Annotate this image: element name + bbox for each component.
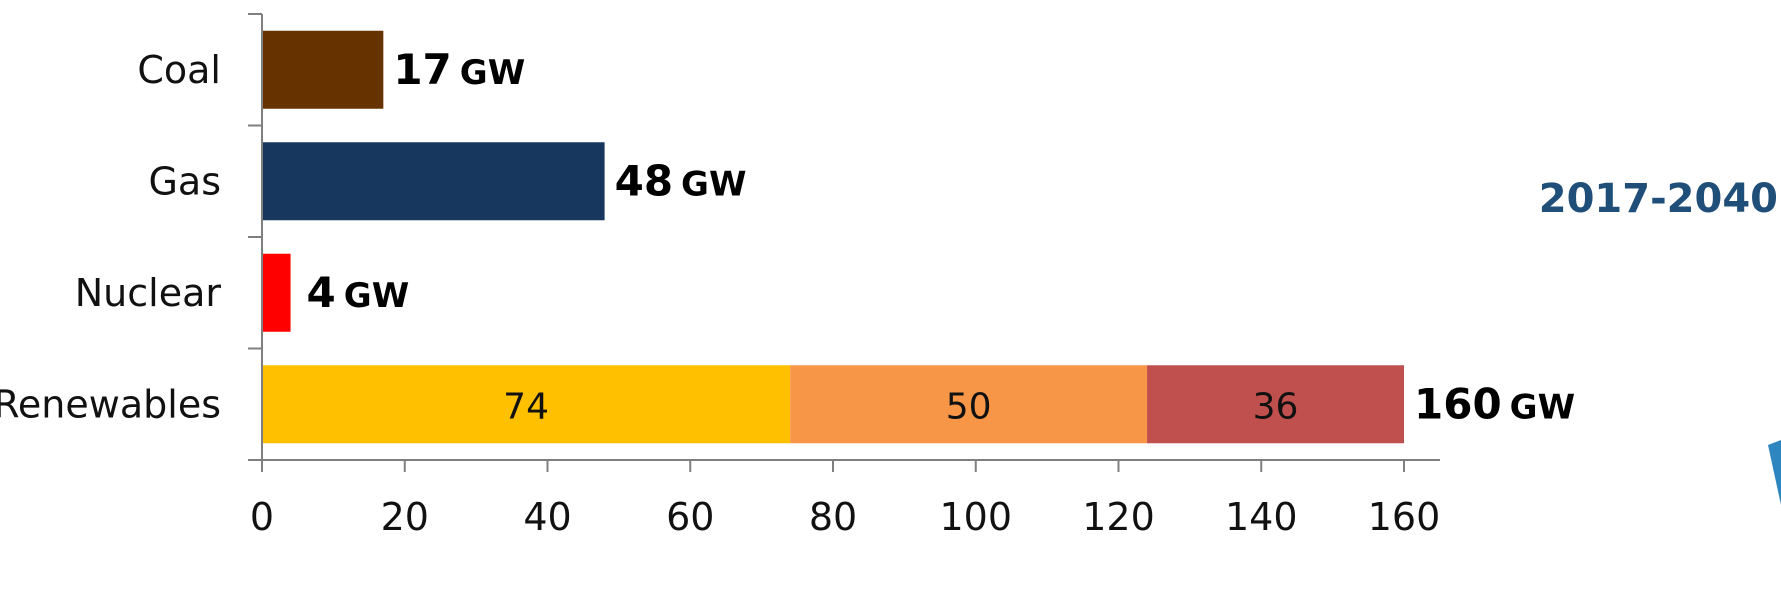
total-unit: GW [681, 164, 746, 204]
bar-renewables-seg-0 [262, 365, 791, 444]
category-label-gas: Gas [148, 159, 221, 203]
x-tick-label-60: 60 [666, 495, 714, 539]
total-value: 160 [1414, 379, 1502, 428]
total-value: 17 [393, 45, 451, 94]
total-label-renewables: 160 GW [1414, 379, 1575, 428]
total-unit: GW [1510, 387, 1575, 427]
total-value: 4 [307, 268, 336, 317]
segment-label-renewables-1: 50 [946, 386, 992, 427]
x-tick-label-80: 80 [809, 495, 857, 539]
segment-label-renewables-0: 74 [503, 386, 549, 427]
axes-group [248, 13, 1440, 472]
bar-renewables-seg-1 [790, 365, 1148, 444]
total-label-nuclear: 4 GW [307, 268, 410, 317]
x-tick-label-0: 0 [250, 495, 274, 539]
bar-coal-seg-0 [262, 30, 384, 109]
x-tick-label-120: 120 [1082, 495, 1155, 539]
segment-label-renewables-2: 36 [1253, 386, 1299, 427]
total-label-coal: 17 GW [393, 45, 525, 94]
bars-group [262, 30, 1404, 444]
bar-gas-seg-0 [262, 142, 605, 221]
bar-renewables-seg-2 [1147, 365, 1404, 444]
x-tick-label-20: 20 [381, 495, 429, 539]
total-label-gas: 48 GW [615, 156, 747, 205]
category-label-nuclear: Nuclear [75, 271, 222, 315]
x-tick-label-100: 100 [939, 495, 1012, 539]
callout-arrow-icon [1768, 440, 1781, 505]
total-unit: GW [460, 53, 525, 93]
category-label-renewables: Renewables [0, 382, 221, 426]
period-annotation: 2017-2040 [1539, 176, 1778, 222]
x-tick-label-140: 140 [1225, 495, 1298, 539]
x-tick-label-160: 160 [1368, 495, 1441, 539]
bar-nuclear-seg-0 [262, 253, 291, 332]
x-tick-label-40: 40 [523, 495, 571, 539]
total-unit: GW [344, 276, 409, 316]
category-label-coal: Coal [137, 48, 221, 92]
total-value: 48 [615, 156, 673, 205]
